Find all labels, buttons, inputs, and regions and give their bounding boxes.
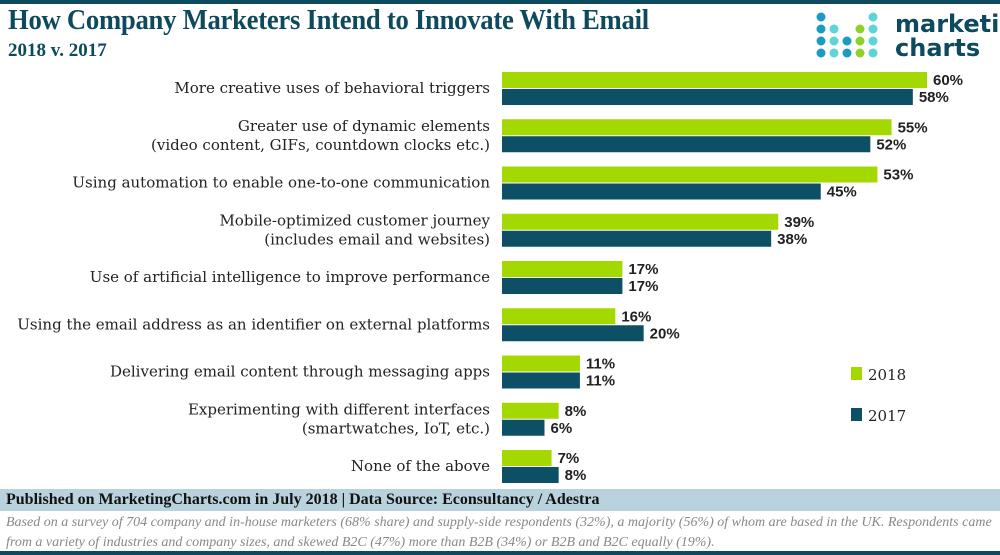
bar-2017	[502, 325, 644, 342]
category-label: (includes email and websites)	[264, 230, 490, 248]
data-label: 17%	[628, 278, 658, 295]
bar-2018	[502, 213, 779, 230]
survey-note: Based on a survey of 704 company and in-…	[6, 515, 992, 550]
data-label: 52%	[876, 136, 906, 153]
logo-dot	[855, 36, 865, 46]
data-label: 39%	[784, 214, 814, 231]
data-label: 45%	[827, 184, 857, 201]
category-label: (video content, GIFs, countdown clocks e…	[151, 136, 490, 154]
logo-dot	[816, 24, 826, 34]
category-group: Greater use of dynamic elements(video co…	[151, 117, 928, 154]
logo-dot	[855, 24, 865, 34]
logo-dot	[829, 24, 839, 34]
logo-dot	[855, 48, 865, 58]
bar-2018	[502, 72, 927, 88]
category-group: None of the above 7%8%	[351, 450, 586, 484]
data-label: 38%	[777, 231, 807, 248]
category-label: Mobile-optimized customer journey	[219, 211, 490, 229]
data-label: 17%	[628, 261, 658, 278]
chart-title: How Company Marketers Intend to Innovate…	[8, 4, 649, 36]
bar-2017	[502, 230, 772, 247]
category-label: Using the email address as an identifier…	[17, 315, 490, 333]
category-label: Experimenting with different interfaces	[188, 400, 490, 418]
data-label: 6%	[551, 420, 573, 437]
category-group: Delivering email content through messagi…	[110, 355, 615, 390]
data-label: 8%	[565, 403, 587, 420]
legend-swatch-2017	[851, 408, 862, 421]
logo-dot	[868, 48, 878, 58]
category-group: Mobile-optimized customer journey(includ…	[219, 211, 814, 248]
bar-2018	[502, 450, 552, 466]
bar-2017	[502, 89, 913, 105]
bar-2018	[502, 308, 616, 325]
category-group: Using the email address as an identifier…	[17, 308, 680, 342]
data-label: 8%	[565, 467, 587, 484]
logo-dot	[868, 24, 878, 34]
bar-2017	[502, 419, 545, 436]
category-label: Using automation to enable one-to-one co…	[72, 174, 490, 192]
logo-dot	[868, 12, 878, 22]
bar-2017	[502, 183, 821, 200]
marketingcharts-logo: marketingcharts	[815, 12, 1000, 64]
bar-2017	[502, 372, 580, 389]
legend-swatch-2018	[851, 367, 862, 380]
bar-2017	[502, 467, 559, 483]
bar-2018	[502, 119, 892, 136]
bar-2018	[502, 355, 580, 372]
category-label: None of the above	[351, 457, 490, 475]
logo-dot	[842, 36, 852, 46]
logo-dot	[842, 48, 852, 58]
legend-label: 2018	[868, 366, 906, 384]
bar-2017	[502, 278, 623, 294]
data-label: 20%	[650, 325, 680, 342]
category-group: More creative uses of behavioral trigger…	[174, 72, 963, 106]
category-label: Use of artificial intelligence to improv…	[90, 268, 490, 286]
category-group: Experimenting with different interfaces(…	[188, 400, 586, 437]
legend-label: 2017	[868, 407, 906, 425]
data-label: 11%	[586, 373, 615, 390]
category-group: Using automation to enable one-to-one co…	[72, 166, 913, 201]
data-label: 7%	[558, 450, 580, 467]
data-label: 53%	[883, 167, 913, 184]
chart-subtitle: 2018 v. 2017	[8, 40, 107, 61]
logo-text-1: marketing	[895, 10, 1000, 38]
logo-dot	[829, 48, 839, 58]
top-bar	[0, 0, 1000, 4]
category-label: More creative uses of behavioral trigger…	[174, 79, 490, 97]
bar-2018	[502, 261, 623, 277]
logo-dot	[816, 48, 826, 58]
data-label: 58%	[919, 89, 949, 106]
bar-2018	[502, 402, 559, 419]
bar-chart: More creative uses of behavioral trigger…	[17, 72, 963, 484]
logo-dot	[816, 36, 826, 46]
published-source: Published on MarketingCharts.com in July…	[0, 489, 1000, 511]
category-label: Delivering email content through messagi…	[110, 363, 490, 381]
data-label: 55%	[898, 119, 928, 136]
logo-dot	[816, 12, 826, 22]
bar-2018	[502, 166, 878, 183]
logo-text-2: charts	[895, 34, 981, 62]
logo-dot	[868, 36, 878, 46]
data-label: 16%	[621, 308, 651, 325]
logo-dot	[829, 36, 839, 46]
bar-2017	[502, 136, 871, 153]
category-label: Greater use of dynamic elements	[238, 117, 490, 135]
logo-dots-icon	[816, 12, 878, 58]
bottom-bar	[0, 551, 1000, 555]
category-group: Use of artificial intelligence to improv…	[90, 261, 658, 295]
data-label: 60%	[933, 72, 963, 89]
data-label: 11%	[586, 356, 615, 373]
category-label: (smartwatches, IoT, etc.)	[302, 419, 490, 437]
